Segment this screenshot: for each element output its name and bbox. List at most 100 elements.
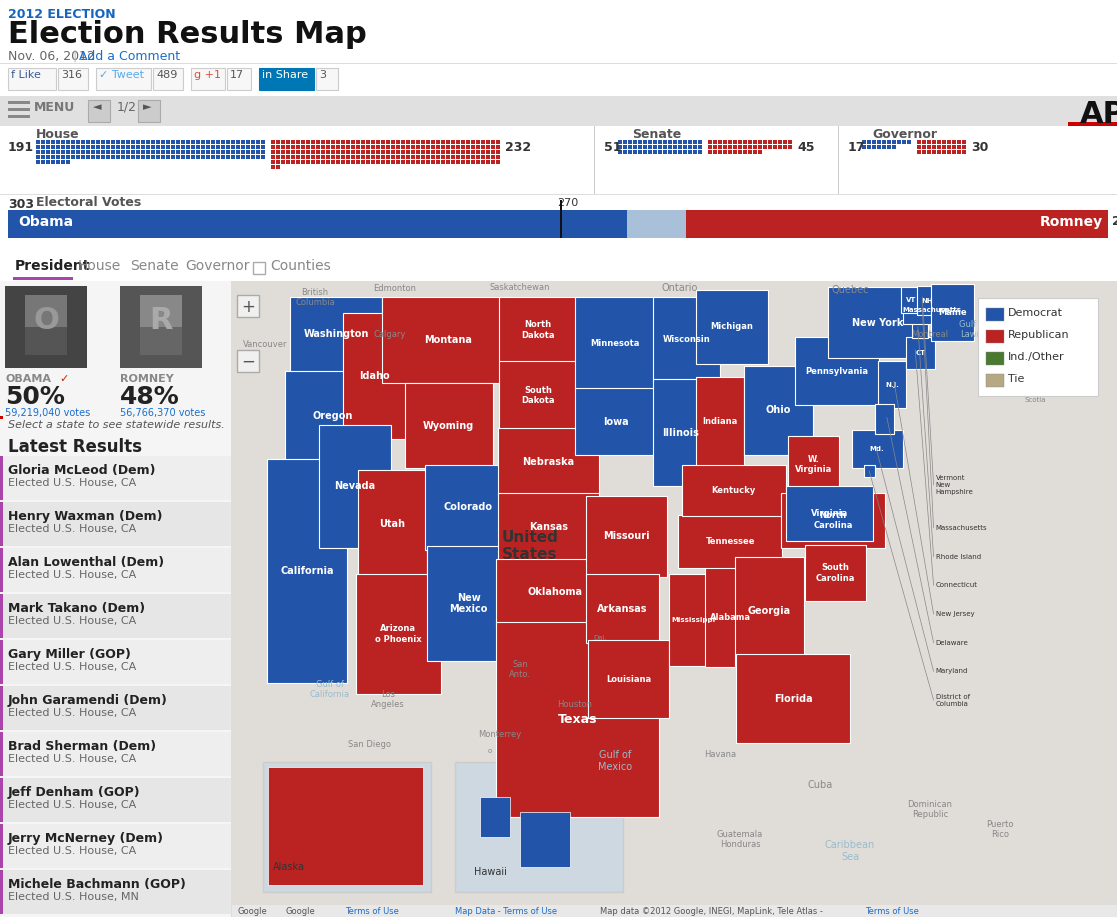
Bar [427, 547, 510, 661]
Bar [306, 145, 311, 149]
Bar [271, 150, 275, 154]
Bar [496, 145, 500, 149]
Bar [346, 140, 350, 144]
Bar [336, 150, 340, 154]
Bar [90, 150, 95, 154]
Bar [441, 160, 445, 164]
Text: Illinois: Illinois [662, 427, 699, 437]
Bar [126, 140, 130, 144]
Bar [259, 68, 314, 90]
Bar [151, 145, 155, 149]
Text: O: O [34, 306, 59, 335]
Bar [674, 145, 677, 149]
Bar [397, 140, 400, 144]
Bar [56, 150, 60, 154]
Bar [648, 150, 652, 154]
Bar [0, 870, 3, 914]
Bar [391, 160, 395, 164]
Bar [267, 458, 347, 683]
Text: Mark Takano (Dem): Mark Takano (Dem) [8, 602, 145, 615]
Bar [787, 140, 792, 144]
Bar [66, 140, 70, 144]
Bar [932, 140, 936, 144]
Bar [927, 150, 930, 154]
Bar [181, 145, 185, 149]
Bar [698, 150, 701, 154]
Bar [391, 140, 395, 144]
Text: Massachusetts: Massachusetts [936, 525, 987, 531]
Bar [111, 140, 115, 144]
Bar [371, 140, 375, 144]
Bar [121, 150, 125, 154]
Bar [421, 140, 424, 144]
Bar [136, 140, 140, 144]
Bar [932, 145, 936, 149]
Bar [292, 150, 295, 154]
Bar [206, 140, 210, 144]
Bar [116, 140, 120, 144]
Bar [436, 140, 440, 144]
Bar [882, 145, 886, 149]
Bar [906, 337, 935, 369]
Bar [431, 155, 435, 159]
Bar [221, 150, 225, 154]
Text: Montana: Montana [424, 335, 471, 345]
Bar [311, 145, 315, 149]
Bar [618, 145, 622, 149]
Bar [216, 155, 220, 159]
Bar [131, 140, 135, 144]
Bar [768, 140, 772, 144]
Bar [237, 350, 259, 372]
Text: Colorado: Colorado [443, 503, 493, 513]
Bar [466, 150, 470, 154]
Text: California: California [280, 566, 334, 576]
Bar [986, 308, 1004, 321]
Bar [744, 366, 812, 455]
Bar [246, 140, 250, 144]
Text: Edmonton: Edmonton [373, 284, 417, 293]
Text: 270: 270 [557, 198, 579, 208]
Text: Idaho: Idaho [360, 370, 390, 381]
Bar [743, 145, 747, 149]
Text: Nov. 06, 2012: Nov. 06, 2012 [8, 50, 95, 63]
Bar [187, 145, 190, 149]
Bar [0, 548, 231, 592]
Bar [321, 145, 325, 149]
Bar [461, 140, 465, 144]
Bar [411, 145, 416, 149]
Bar [962, 140, 966, 144]
Bar [61, 140, 65, 144]
Bar [441, 155, 445, 159]
Bar [867, 145, 871, 149]
Bar [41, 155, 45, 159]
Bar [416, 145, 420, 149]
Bar [66, 160, 70, 164]
Text: 489: 489 [156, 70, 178, 80]
Bar [499, 297, 577, 363]
Text: ✓ Tweet: ✓ Tweet [99, 70, 144, 80]
Bar [623, 145, 627, 149]
Text: House: House [78, 259, 122, 273]
Bar [326, 160, 330, 164]
Bar [341, 140, 345, 144]
Bar [466, 160, 470, 164]
Bar [441, 140, 445, 144]
Text: Alabama: Alabama [709, 613, 751, 622]
Bar [678, 145, 682, 149]
Bar [356, 155, 360, 159]
Bar [481, 155, 485, 159]
Bar [381, 155, 385, 159]
Bar [0, 732, 3, 776]
Bar [723, 150, 727, 154]
Text: House: House [36, 128, 79, 141]
Bar [917, 150, 922, 154]
Bar [316, 150, 319, 154]
Bar [106, 140, 109, 144]
Bar [76, 140, 80, 144]
Bar [171, 140, 175, 144]
Text: John Garamendi (Dem): John Garamendi (Dem) [8, 694, 168, 707]
Bar [341, 150, 345, 154]
Text: Vancouver: Vancouver [242, 340, 287, 349]
Bar [0, 732, 231, 776]
Text: NH: NH [920, 297, 933, 304]
